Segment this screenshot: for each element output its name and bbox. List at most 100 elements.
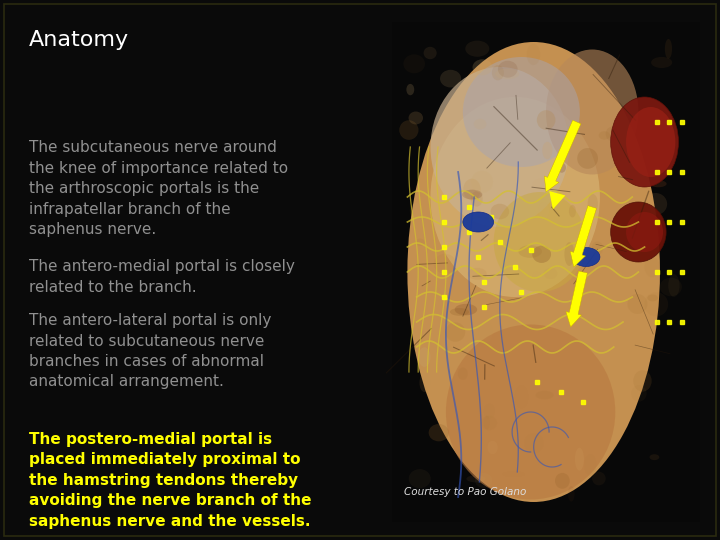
Ellipse shape: [634, 370, 652, 392]
Ellipse shape: [446, 322, 465, 342]
Ellipse shape: [490, 204, 509, 219]
Ellipse shape: [539, 202, 549, 219]
Ellipse shape: [455, 304, 477, 315]
Ellipse shape: [631, 385, 647, 402]
Ellipse shape: [606, 127, 618, 141]
Ellipse shape: [627, 294, 647, 314]
Ellipse shape: [668, 274, 680, 297]
Ellipse shape: [440, 70, 461, 87]
Ellipse shape: [409, 469, 431, 488]
Ellipse shape: [487, 441, 498, 454]
Ellipse shape: [533, 178, 554, 190]
Ellipse shape: [592, 241, 603, 255]
Text: Anatomy: Anatomy: [29, 30, 129, 50]
Ellipse shape: [644, 256, 660, 278]
Ellipse shape: [592, 471, 606, 485]
Ellipse shape: [406, 84, 414, 95]
Ellipse shape: [468, 268, 487, 280]
Ellipse shape: [408, 42, 660, 502]
Ellipse shape: [575, 448, 584, 471]
Ellipse shape: [408, 112, 423, 124]
Ellipse shape: [428, 286, 441, 294]
Ellipse shape: [484, 416, 490, 429]
Ellipse shape: [420, 373, 430, 392]
Ellipse shape: [569, 205, 576, 218]
Ellipse shape: [463, 57, 580, 167]
Ellipse shape: [431, 97, 600, 297]
Ellipse shape: [446, 325, 616, 500]
Bar: [392, 22, 700, 522]
Ellipse shape: [431, 67, 569, 227]
Ellipse shape: [498, 60, 518, 78]
Ellipse shape: [418, 347, 431, 367]
Ellipse shape: [471, 191, 482, 207]
Ellipse shape: [484, 404, 495, 418]
Text: The subcutaneous nerve around
the knee of importance related to
the arthroscopic: The subcutaneous nerve around the knee o…: [29, 140, 288, 237]
Text: Courtesy to Pao Golano: Courtesy to Pao Golano: [405, 487, 527, 497]
Ellipse shape: [611, 202, 666, 262]
Ellipse shape: [428, 424, 449, 441]
Ellipse shape: [564, 242, 575, 266]
Ellipse shape: [481, 416, 497, 430]
Ellipse shape: [494, 192, 586, 292]
Ellipse shape: [626, 212, 663, 252]
Text: The antero-lateral portal is only
related to subcutaneous nerve
branches in case: The antero-lateral portal is only relate…: [29, 313, 271, 389]
Ellipse shape: [649, 454, 660, 460]
FancyArrow shape: [566, 271, 588, 327]
Text: The antero-medial portal is closely
related to the branch.: The antero-medial portal is closely rela…: [29, 259, 294, 295]
Ellipse shape: [533, 272, 541, 279]
Ellipse shape: [546, 50, 639, 174]
FancyArrow shape: [570, 206, 596, 267]
Ellipse shape: [495, 69, 519, 79]
Ellipse shape: [577, 148, 598, 169]
Ellipse shape: [634, 379, 642, 390]
Ellipse shape: [463, 179, 481, 200]
Ellipse shape: [462, 190, 482, 199]
Ellipse shape: [647, 294, 658, 301]
Ellipse shape: [400, 120, 418, 140]
Ellipse shape: [660, 278, 682, 296]
Ellipse shape: [515, 386, 528, 408]
Ellipse shape: [450, 308, 469, 316]
Ellipse shape: [524, 433, 544, 453]
Ellipse shape: [415, 239, 425, 246]
Ellipse shape: [474, 119, 487, 130]
Ellipse shape: [463, 212, 494, 232]
Ellipse shape: [626, 107, 675, 177]
Ellipse shape: [526, 44, 540, 65]
Ellipse shape: [403, 55, 425, 73]
Ellipse shape: [599, 131, 610, 140]
Ellipse shape: [492, 65, 504, 80]
Ellipse shape: [585, 454, 596, 476]
Ellipse shape: [471, 171, 493, 193]
Ellipse shape: [572, 247, 600, 267]
Ellipse shape: [518, 245, 542, 258]
Ellipse shape: [651, 57, 672, 68]
Ellipse shape: [662, 118, 672, 127]
Ellipse shape: [537, 110, 555, 130]
Ellipse shape: [636, 205, 657, 220]
Text: The postero-medial portal is
placed immediately proximal to
the hamstring tendon: The postero-medial portal is placed imme…: [29, 432, 311, 529]
Ellipse shape: [465, 40, 490, 57]
Ellipse shape: [536, 391, 554, 399]
Ellipse shape: [644, 292, 668, 316]
Ellipse shape: [665, 39, 672, 59]
Ellipse shape: [611, 97, 678, 187]
Ellipse shape: [542, 142, 552, 159]
Ellipse shape: [557, 163, 566, 173]
Ellipse shape: [475, 473, 492, 488]
Ellipse shape: [644, 193, 667, 215]
Ellipse shape: [568, 486, 575, 502]
Ellipse shape: [467, 475, 486, 482]
Ellipse shape: [458, 367, 468, 380]
Ellipse shape: [478, 322, 493, 342]
Ellipse shape: [544, 268, 557, 279]
Ellipse shape: [433, 254, 456, 274]
Ellipse shape: [555, 473, 570, 489]
Ellipse shape: [532, 246, 551, 263]
Ellipse shape: [423, 47, 436, 59]
Ellipse shape: [503, 471, 525, 477]
Ellipse shape: [410, 203, 422, 218]
Ellipse shape: [472, 59, 492, 76]
Ellipse shape: [588, 194, 598, 213]
